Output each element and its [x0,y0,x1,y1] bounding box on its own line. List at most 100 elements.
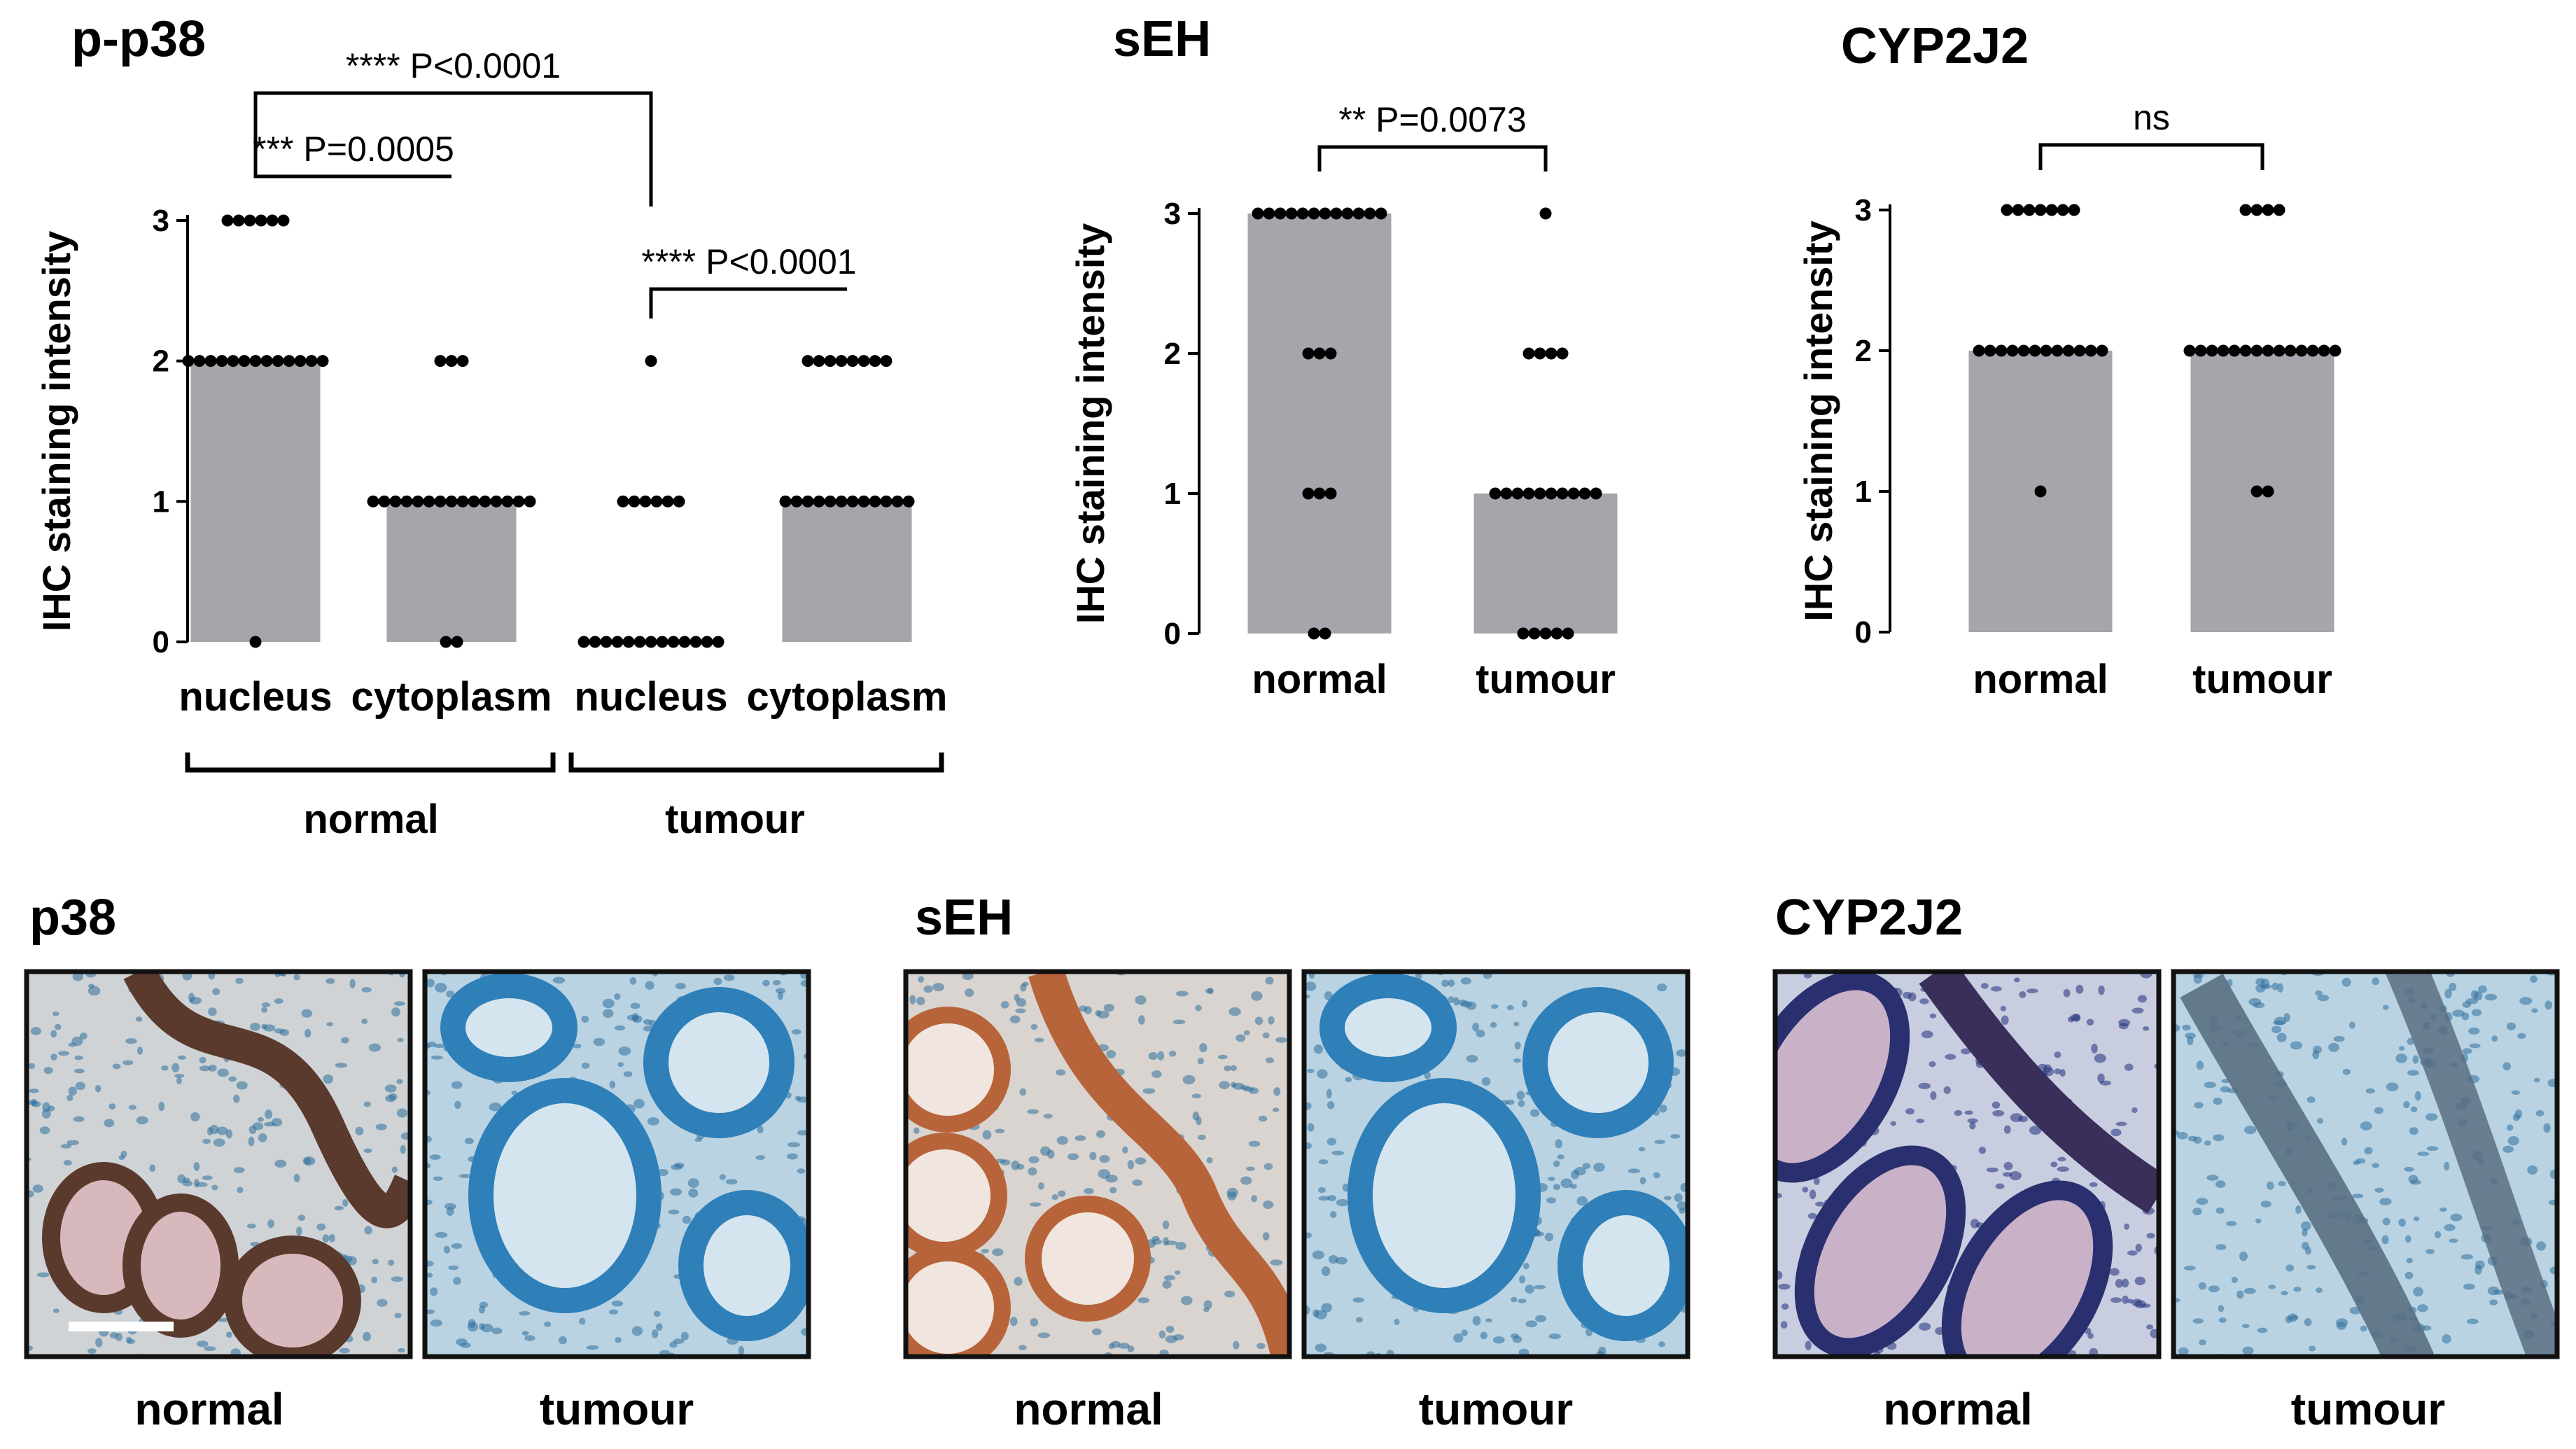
cell-nucleus [1574,1167,1586,1176]
cell-nucleus [391,1007,400,1017]
cell-nucleus [136,1116,148,1125]
cell-nucleus [2348,1021,2356,1029]
cell-nucleus [2050,1161,2058,1168]
data-point [445,495,458,507]
data-point [456,355,469,368]
x-category-label: nucleus [178,674,332,720]
cell-nucleus [2124,1063,2134,1071]
cell-nucleus [2192,1208,2202,1216]
data-point [2228,344,2241,357]
cell-nucleus [1461,1329,1468,1336]
cell-nucleus [787,1153,798,1160]
cell-nucleus [725,1179,738,1185]
y-tick-label: 0 [1855,615,1872,650]
cell-nucleus [274,1028,285,1034]
data-point [1517,627,1530,640]
cell-nucleus [623,1071,633,1077]
data-point [1302,347,1315,360]
cell-nucleus [1243,1030,1250,1036]
cell-nucleus [1242,1086,1254,1092]
data-point [2217,344,2230,357]
data-point [1550,627,1563,640]
cell-nucleus [1654,1140,1666,1144]
cell-nucleus [323,1074,333,1084]
x-category-label: cytoplasm [351,674,552,720]
cell-nucleus [1262,1200,1274,1210]
cell-nucleus [1191,1093,1201,1098]
data-point [1319,207,1331,220]
cell-nucleus [738,1345,745,1356]
cell-nucleus [2404,1166,2414,1172]
cell-nucleus [2286,1264,2295,1272]
cell-nucleus [1028,1167,1037,1176]
data-point [634,636,646,648]
cell-nucleus [1961,1048,1971,1055]
data-point [835,355,848,368]
cell-nucleus [342,1198,349,1207]
data-point [1364,207,1376,220]
cell-nucleus [368,1043,382,1052]
data-point [790,495,803,507]
cell-nucleus [723,974,735,981]
data-point [266,214,279,227]
cell-nucleus [615,1337,622,1343]
cell-nucleus [1192,1111,1200,1121]
cell-nucleus [1014,1277,1023,1286]
cell-nucleus [2404,1235,2412,1243]
cell-nucleus [1079,1005,1088,1012]
data-point [1274,207,1287,220]
cell-nucleus [1172,1019,1186,1025]
cell-nucleus [1815,1201,1825,1207]
cell-nucleus [1208,987,1214,995]
cell-nucleus [777,991,784,1000]
cell-nucleus [687,1178,699,1188]
cell-nucleus [2404,1271,2414,1280]
tumour-gland [678,1190,808,1341]
cell-nucleus [1313,1044,1324,1054]
cell-nucleus [2194,1102,2204,1109]
cell-nucleus [2463,1283,2475,1290]
cell-nucleus [444,1203,456,1210]
cell-nucleus [1315,1343,1327,1352]
cell-nucleus [478,1306,486,1314]
cell-nucleus [1240,1176,1252,1185]
cell-nucleus [468,1319,476,1329]
cell-nucleus [1307,1123,1315,1132]
cell-nucleus [1928,1060,1936,1068]
cell-nucleus [579,1317,586,1325]
cell-nucleus [1639,1177,1646,1184]
cell-nucleus [1009,1015,1021,1023]
cell-nucleus [1530,1109,1540,1117]
cell-nucleus [326,978,335,984]
cell-nucleus [2417,1304,2428,1312]
cell-nucleus [1175,990,1189,997]
cell-nucleus [2372,1163,2380,1168]
cell-nucleus [2013,977,2020,983]
cell-nucleus [2364,1147,2373,1155]
cell-nucleus [1304,981,1317,991]
cell-nucleus [1127,1160,1135,1170]
data-point [2057,204,2069,216]
cell-nucleus [2029,1126,2042,1135]
y-tick-label: 1 [1855,475,1872,509]
cell-nucleus [328,1233,335,1242]
cell-nucleus [112,1063,121,1070]
cell-nucleus [2204,1082,2217,1088]
cell-nucleus [1014,993,1020,1002]
cell-nucleus [1224,1065,1231,1072]
cell-nucleus [2009,1171,2022,1181]
cell-nucleus [2220,1086,2230,1093]
cell-nucleus [2241,1324,2250,1329]
data-point [512,495,525,507]
data-point [2329,344,2342,357]
cell-nucleus [2255,984,2266,993]
cell-nucleus [1548,1176,1555,1182]
cell-nucleus [2407,1037,2415,1045]
cell-nucleus [962,972,974,980]
data-point [378,495,391,507]
cell-nucleus [916,996,925,1006]
cell-nucleus [1329,1211,1337,1219]
data-point [1263,207,1275,220]
data-point [1313,347,1326,360]
cell-nucleus [361,1018,368,1024]
